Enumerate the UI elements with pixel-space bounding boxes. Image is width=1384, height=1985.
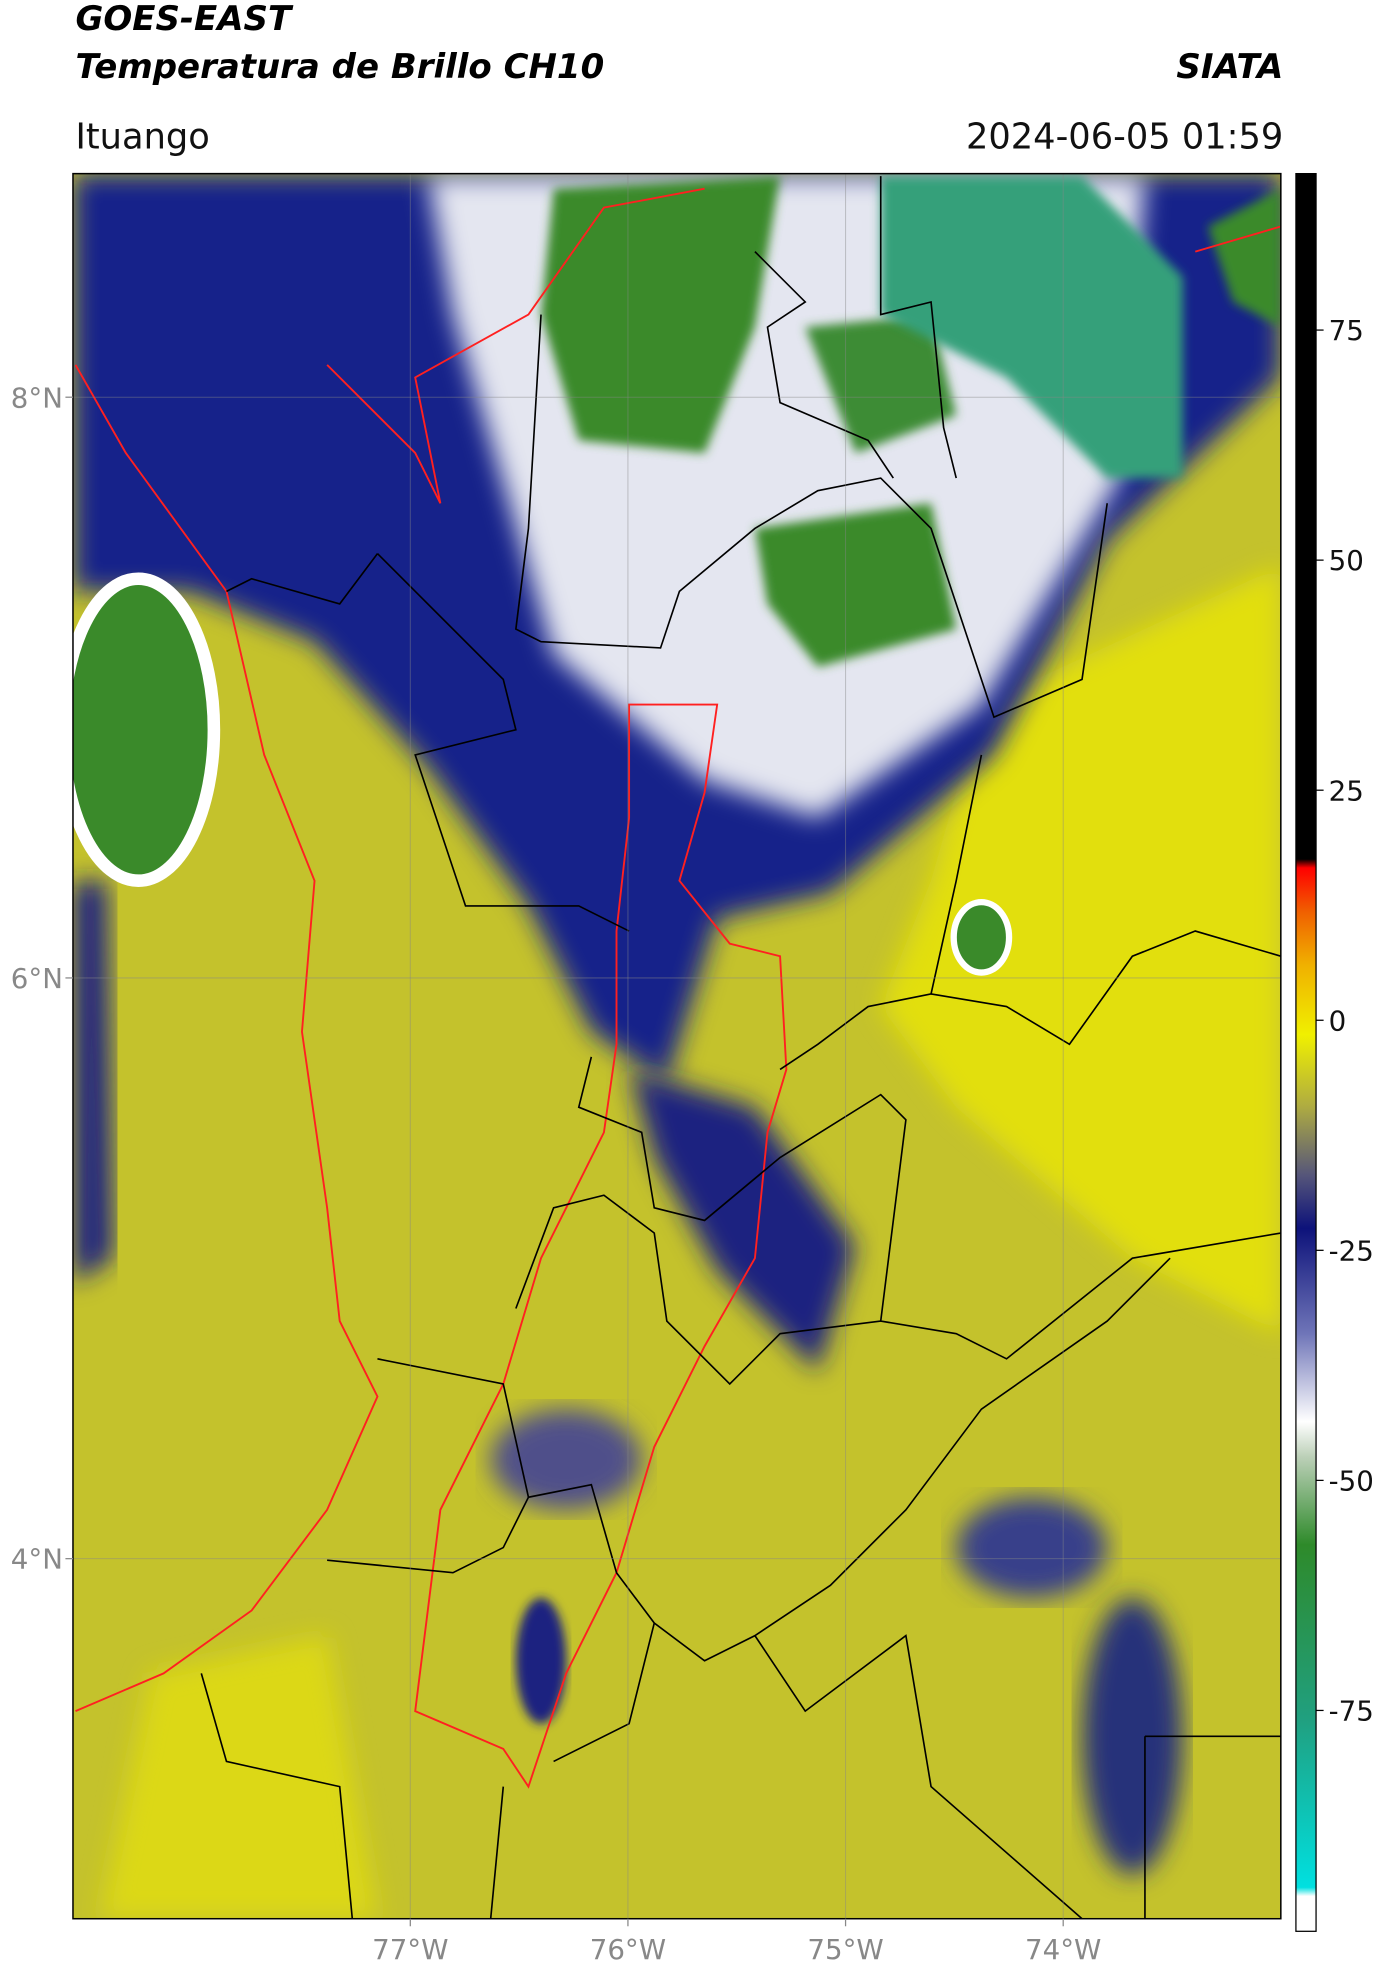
lon-tick-label: 74°W xyxy=(1025,1933,1101,1966)
colorbar-tick-label: -25 xyxy=(1329,1234,1374,1267)
source: SIATA xyxy=(1176,47,1283,87)
colorbar-tick-label: 50 xyxy=(1329,544,1364,577)
datetime: 2024-06-05 01:59 xyxy=(966,116,1283,157)
colorbar xyxy=(1295,172,1317,1932)
colorbar-tick-label: 25 xyxy=(1329,774,1364,807)
colorbar-tick-label: 0 xyxy=(1329,1004,1347,1037)
lon-tick-label: 77°W xyxy=(372,1933,448,1966)
lon-tick-label: 75°W xyxy=(807,1933,883,1966)
colorbar-tick-label: 75 xyxy=(1329,314,1364,347)
lat-tick-label: 6°N xyxy=(11,962,63,995)
colorbar-tick-label: -50 xyxy=(1329,1464,1374,1497)
location: Ituango xyxy=(75,116,209,157)
lat-tick-label: 4°N xyxy=(11,1543,63,1576)
graticule xyxy=(72,173,1281,1919)
lon-tick-label: 76°W xyxy=(590,1933,666,1966)
product-title: Temperatura de Brillo CH10 xyxy=(75,47,604,87)
colorbar-tick-label: -75 xyxy=(1329,1695,1374,1728)
lat-tick-label: 8°N xyxy=(11,381,63,414)
map-frame xyxy=(72,172,1282,1920)
satellite: GOES-EAST xyxy=(75,0,293,39)
map-image xyxy=(72,173,1281,1919)
